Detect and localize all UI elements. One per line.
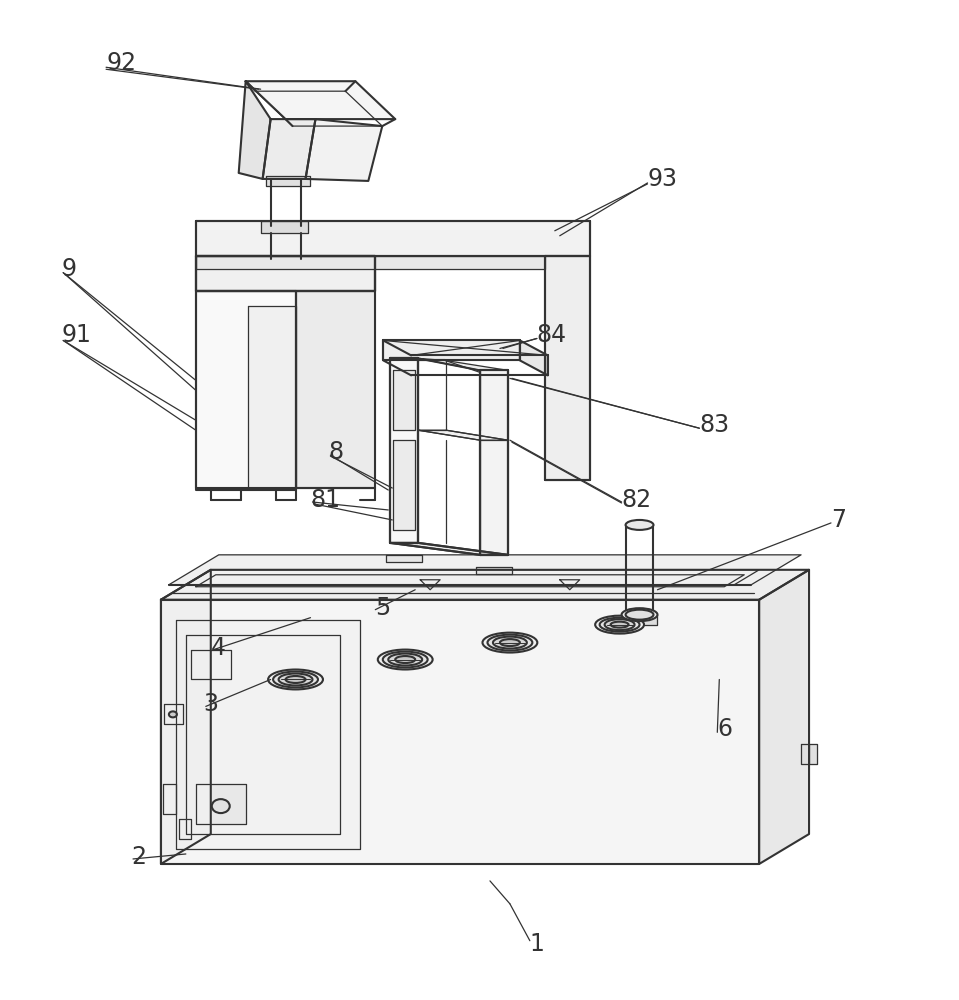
Polygon shape (393, 370, 415, 430)
Ellipse shape (482, 633, 537, 653)
Polygon shape (384, 340, 520, 360)
Polygon shape (196, 291, 295, 488)
Text: 9: 9 (61, 257, 76, 281)
Ellipse shape (395, 656, 415, 663)
Polygon shape (266, 176, 311, 186)
Ellipse shape (286, 676, 306, 683)
Ellipse shape (487, 635, 532, 651)
Polygon shape (196, 784, 246, 824)
Polygon shape (476, 567, 512, 574)
Polygon shape (390, 358, 418, 543)
Ellipse shape (596, 616, 644, 634)
Polygon shape (169, 555, 801, 585)
Ellipse shape (599, 618, 640, 632)
Ellipse shape (500, 639, 520, 646)
Polygon shape (196, 256, 375, 291)
Polygon shape (196, 256, 545, 269)
Text: 93: 93 (647, 167, 677, 191)
Ellipse shape (212, 799, 230, 813)
Polygon shape (196, 291, 295, 490)
Ellipse shape (611, 622, 628, 628)
Polygon shape (247, 306, 295, 488)
Ellipse shape (493, 637, 526, 649)
Polygon shape (480, 370, 508, 555)
Polygon shape (418, 358, 508, 370)
Polygon shape (390, 358, 418, 543)
Text: 5: 5 (375, 596, 390, 620)
Ellipse shape (625, 520, 653, 530)
Ellipse shape (383, 652, 428, 668)
Polygon shape (161, 570, 211, 864)
Polygon shape (239, 81, 270, 179)
Text: 2: 2 (131, 845, 146, 869)
Text: 81: 81 (311, 488, 340, 512)
Polygon shape (418, 430, 508, 440)
Ellipse shape (621, 608, 658, 621)
Polygon shape (545, 256, 590, 480)
Text: 1: 1 (530, 932, 545, 956)
Text: 92: 92 (106, 51, 136, 75)
Ellipse shape (625, 610, 653, 620)
Polygon shape (161, 600, 760, 864)
Polygon shape (306, 119, 383, 181)
Text: 4: 4 (211, 636, 225, 660)
Polygon shape (161, 570, 809, 600)
Ellipse shape (278, 673, 313, 685)
Polygon shape (246, 81, 395, 119)
Ellipse shape (378, 650, 433, 670)
Polygon shape (520, 340, 548, 375)
Ellipse shape (273, 672, 318, 687)
Polygon shape (196, 256, 375, 291)
Polygon shape (196, 221, 590, 256)
Text: 82: 82 (621, 488, 652, 512)
Ellipse shape (169, 711, 176, 717)
Polygon shape (196, 256, 375, 291)
Ellipse shape (604, 619, 635, 630)
Polygon shape (263, 119, 316, 179)
Polygon shape (295, 291, 375, 488)
Text: 8: 8 (328, 440, 343, 464)
Polygon shape (393, 440, 415, 530)
Polygon shape (261, 221, 309, 233)
Text: 83: 83 (699, 413, 730, 437)
Text: 6: 6 (717, 717, 733, 741)
Text: 84: 84 (537, 323, 567, 347)
Polygon shape (801, 744, 817, 764)
Polygon shape (390, 543, 508, 555)
Ellipse shape (388, 654, 422, 666)
Text: 91: 91 (61, 323, 91, 347)
Polygon shape (386, 555, 422, 562)
Polygon shape (480, 370, 508, 555)
Text: 3: 3 (202, 692, 218, 716)
Text: 7: 7 (831, 508, 846, 532)
Polygon shape (760, 570, 809, 864)
Polygon shape (175, 620, 361, 849)
Polygon shape (621, 615, 658, 625)
Ellipse shape (269, 670, 323, 689)
